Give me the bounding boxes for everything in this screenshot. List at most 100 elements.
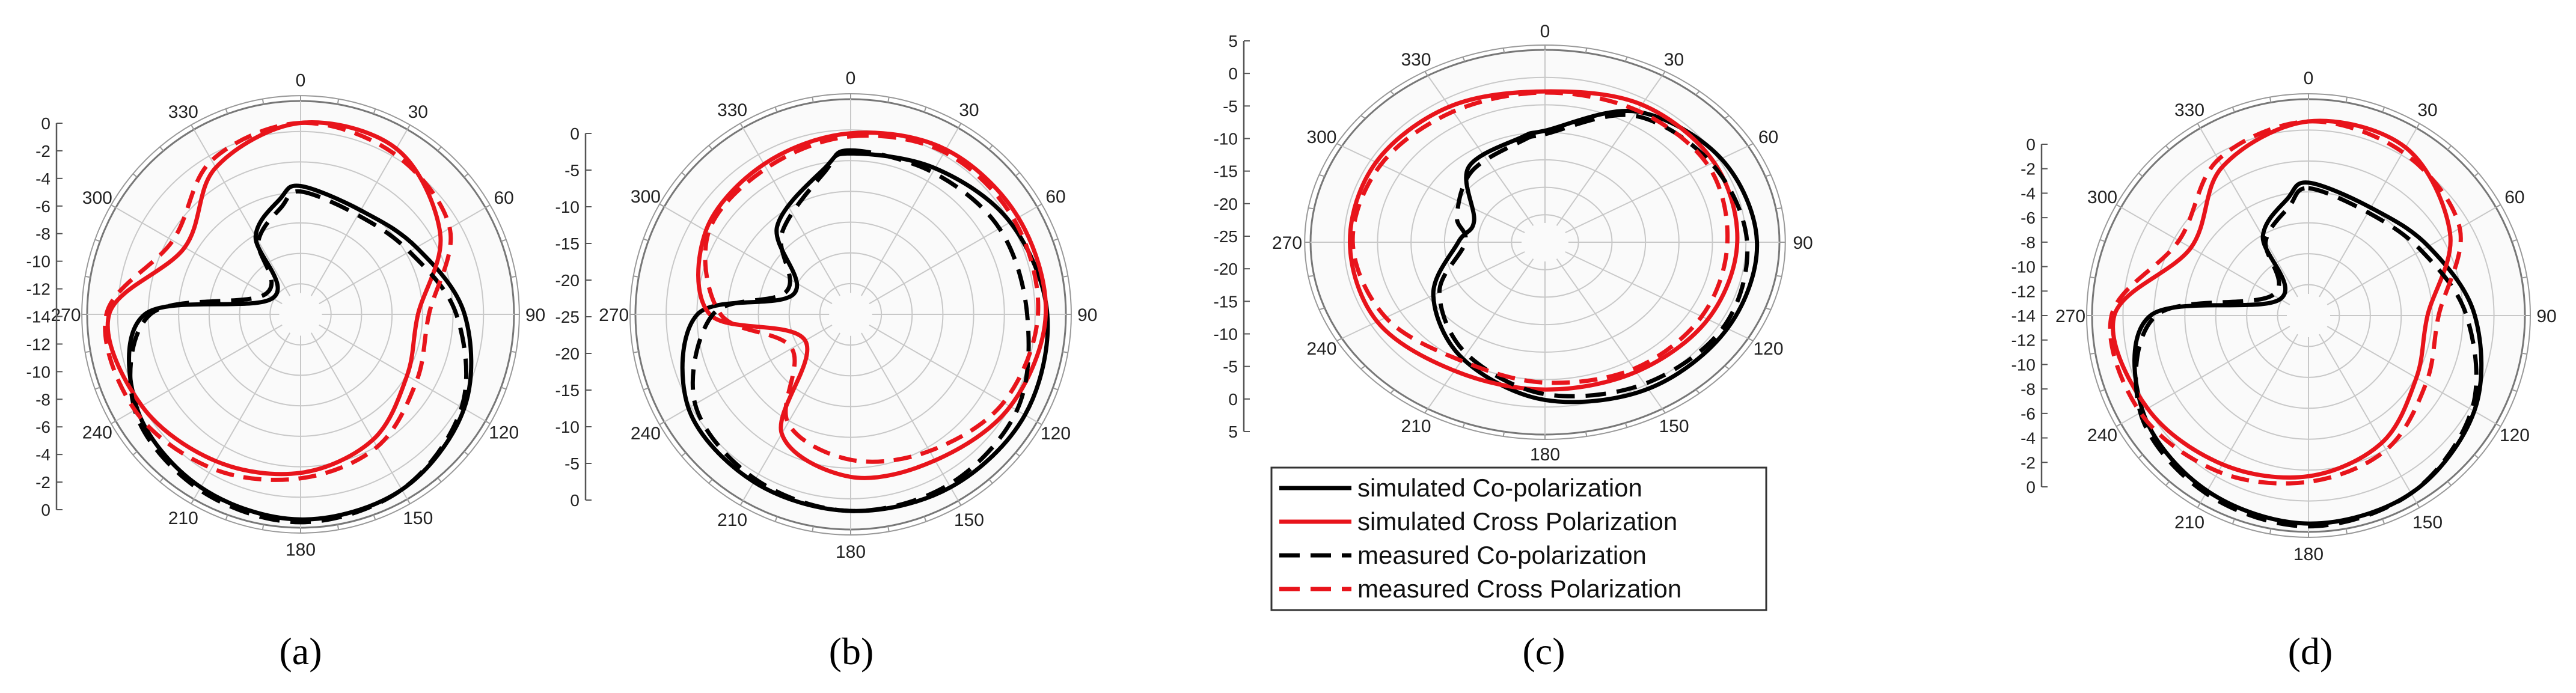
ring-tick	[132, 173, 138, 178]
angle-label: 0	[1540, 22, 1550, 41]
series-line-simulated-cross-polarization	[105, 120, 443, 477]
polar-chart-4: 0 30 60 90 120 150 180 210 240 270 300 330 0 -2 -4 -6 -8…	[2012, 69, 2557, 673]
radial-tick-label: -10	[555, 198, 580, 216]
ring-tick	[1036, 421, 1042, 426]
ring-tick	[485, 204, 491, 209]
radial-tick-label: 5	[1228, 423, 1238, 441]
legend-label: simulated Co-polarization	[1357, 474, 1642, 502]
radial-axis: 0 -5 -10 -15 -20 -25 -20 -15 -10 -5 0	[555, 124, 592, 510]
angle-label: 60	[2504, 188, 2524, 207]
angle-label: 0	[296, 71, 306, 91]
ring-tick	[2197, 502, 2201, 508]
radial-tick-label: 0	[2026, 135, 2036, 154]
ring-tick	[1765, 174, 1771, 177]
ring-tick	[2416, 502, 2420, 508]
radial-tick-label: -6	[35, 197, 50, 216]
ring-tick	[2269, 528, 2272, 534]
radial-tick-label: -10	[26, 252, 50, 271]
series-line-measured-cross-polarization	[1350, 90, 1730, 385]
grid-spoke	[742, 332, 840, 501]
angle-label: 270	[50, 305, 81, 325]
radial-tick-label: 0	[41, 501, 50, 519]
ring-tick	[191, 498, 195, 504]
radial-tick-label: -10	[555, 418, 580, 436]
grid-spoke	[2120, 207, 2290, 305]
ring-tick	[2474, 454, 2479, 459]
radial-tick-label: -2	[2021, 160, 2036, 179]
radial-tick-label: -20	[555, 271, 580, 290]
radial-tick-label: -12	[2012, 331, 2036, 350]
ring-tick	[1319, 174, 1325, 177]
radial-tick-label: -20	[1214, 195, 1238, 213]
ring-tick	[923, 516, 927, 522]
ring-tick	[1775, 207, 1782, 210]
series-line-measured-cross-polarization	[103, 120, 453, 482]
ring-tick	[2447, 145, 2452, 150]
legend-label: measured Cross Polarization	[1357, 575, 1681, 603]
ring-tick	[1053, 238, 1059, 242]
ring-tick	[2345, 97, 2348, 103]
series-line-measured-co-polarization	[2134, 186, 2479, 529]
angle-label: 90	[1793, 233, 1813, 253]
radial-tick-label: -4	[35, 169, 50, 188]
radial-tick-label: -2	[2021, 453, 2036, 472]
ring-tick	[1695, 91, 1700, 96]
radial-tick-label: -8	[35, 225, 50, 243]
ring-tick	[1724, 115, 1730, 120]
grid-spoke	[319, 207, 486, 305]
radial-tick-label: -10	[26, 362, 50, 381]
radial-tick-label: 5	[1228, 32, 1238, 50]
radial-axis: 5 0 -5 -10 -15 -20 -25 -20 -15 -10 -5 0 5	[1214, 32, 1250, 441]
ring-tick	[774, 516, 778, 522]
radial-tick-label: -5	[564, 161, 580, 180]
series-line-simulated-co-polarization	[127, 183, 474, 522]
grid-spoke	[1565, 251, 1749, 339]
grid-spoke	[2200, 127, 2298, 298]
ring-tick	[1424, 408, 1428, 414]
ring-tick	[373, 108, 376, 114]
series-line-measured-co-polarization	[128, 189, 469, 525]
legend: simulated Co-polarization simulated Cross…	[1270, 466, 1767, 611]
angle-label: 180	[2293, 545, 2324, 564]
ring-tick	[1015, 452, 1020, 457]
angle-label: 210	[168, 508, 198, 528]
ring-tick	[501, 386, 507, 390]
angle-label: 240	[631, 424, 661, 444]
radial-tick-label: -15	[1214, 162, 1238, 181]
radial-tick-label: -5	[564, 454, 580, 473]
ring-tick	[85, 350, 91, 353]
polar-grid	[1304, 44, 1786, 440]
ring-tick	[2165, 481, 2170, 486]
ring-tick	[2474, 172, 2479, 177]
ring-tick	[337, 99, 340, 105]
radial-tick-label: 0	[570, 124, 580, 143]
ring-tick	[643, 387, 649, 391]
ring-tick	[2521, 276, 2527, 279]
angle-label: 180	[1530, 445, 1560, 465]
radial-tick-label: -2	[35, 142, 50, 160]
ring-tick	[923, 106, 927, 112]
angle-label: 240	[82, 423, 112, 442]
ring-tick	[1424, 71, 1428, 76]
angle-label: 330	[2174, 100, 2204, 120]
ring-tick	[659, 421, 665, 426]
angle-label: 300	[2087, 188, 2117, 207]
angle-label: 60	[1045, 187, 1065, 207]
ring-tick	[2099, 239, 2106, 242]
series-line-simulated-co-polarization	[1431, 109, 1760, 405]
ring-tick	[2197, 123, 2201, 129]
ring-tick	[2447, 481, 2452, 486]
grid-spoke	[2327, 326, 2497, 424]
ring-tick	[887, 526, 890, 532]
grid-spoke	[2319, 334, 2417, 504]
ring-tick	[2521, 352, 2527, 355]
angle-label: 270	[1272, 233, 1302, 253]
ring-tick	[633, 351, 639, 353]
grid-spoke	[115, 207, 283, 305]
panel-caption: (b)	[829, 630, 874, 673]
ring-tick	[1360, 115, 1366, 120]
radial-tick-label: -5	[1223, 358, 1238, 376]
angle-label: 120	[1753, 339, 1783, 359]
ring-tick	[1695, 389, 1700, 394]
